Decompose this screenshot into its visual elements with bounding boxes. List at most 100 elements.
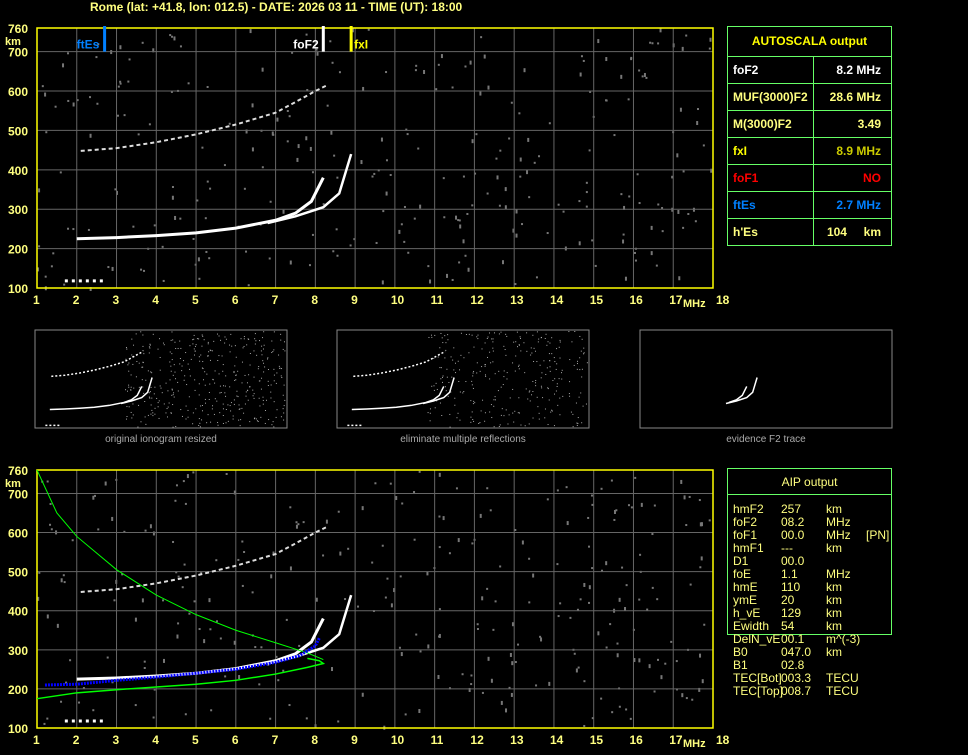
noise-dot — [202, 335, 204, 337]
noise-dot — [570, 411, 572, 413]
noise-dot — [62, 574, 65, 577]
noise-dot — [259, 380, 261, 382]
noise-dot — [493, 332, 495, 334]
noise-dot — [128, 58, 131, 61]
noise-dot — [539, 364, 541, 366]
noise-dot — [180, 409, 182, 411]
noise-dot — [404, 713, 407, 716]
noise-dot — [381, 544, 384, 547]
aip-cell: 257 — [781, 502, 802, 516]
noise-dot — [459, 369, 461, 371]
noise-dot — [220, 391, 222, 393]
noise-dot — [524, 372, 526, 374]
noise-dot — [528, 423, 530, 425]
noise-dot — [227, 404, 229, 406]
noise-dot — [552, 380, 554, 382]
noise-dot — [385, 159, 388, 162]
noise-dot — [557, 615, 560, 618]
noise-dot — [111, 266, 114, 271]
noise-dot — [128, 370, 130, 372]
noise-dot — [605, 57, 608, 62]
noise-dot — [438, 515, 441, 518]
noise-dot — [50, 528, 53, 531]
noise-dot — [671, 176, 674, 179]
noise-dot — [465, 334, 467, 336]
autoscala-value: NO — [863, 171, 881, 185]
noise-dot — [209, 628, 212, 631]
noise-dot — [525, 388, 527, 390]
noise-dot — [547, 388, 549, 390]
noise-dot — [171, 353, 173, 355]
thumbnail-trace — [422, 377, 455, 405]
noise-dot — [273, 374, 275, 376]
noise-dot — [229, 386, 231, 388]
noise-dot — [700, 522, 703, 527]
noise-dot — [288, 115, 291, 118]
noise-dot — [214, 370, 216, 372]
noise-dot — [517, 643, 520, 646]
noise-dot — [244, 374, 246, 376]
noise-dot — [275, 655, 278, 658]
noise-dot — [423, 69, 426, 74]
noise-dot — [170, 365, 172, 367]
noise-dot — [528, 601, 531, 604]
noise-dot — [439, 347, 441, 349]
noise-dot — [710, 168, 713, 173]
noise-dot — [281, 377, 283, 379]
noise-dot — [651, 586, 654, 589]
noise-dot — [170, 412, 172, 414]
noise-dot — [399, 575, 402, 578]
noise-dot — [536, 331, 538, 333]
noise-dot — [347, 547, 350, 550]
noise-dot — [448, 381, 450, 383]
noise-dot — [454, 404, 456, 406]
noise-dot — [558, 378, 560, 380]
noise-dot — [161, 245, 164, 248]
noise-dot — [546, 367, 548, 369]
noise-dot — [685, 34, 688, 37]
noise-dot — [264, 409, 266, 411]
noise-dot — [233, 372, 235, 374]
noise-dot — [531, 352, 533, 354]
noise-dot — [193, 600, 196, 603]
noise-dot — [484, 365, 486, 367]
noise-dot — [286, 109, 289, 112]
noise-dot — [426, 571, 429, 576]
noise-dot — [148, 352, 150, 354]
noise-dot — [436, 388, 438, 390]
noise-dot — [478, 422, 480, 424]
noise-dot — [297, 144, 300, 149]
noise-dot — [273, 401, 275, 403]
noise-dot — [335, 228, 338, 231]
noise-dot — [429, 279, 432, 284]
noise-dot — [330, 130, 333, 135]
x-tick-label: 7 — [272, 733, 279, 747]
noise-dot — [429, 412, 431, 414]
aip-cell: MHz — [826, 528, 851, 542]
noise-dot — [685, 697, 688, 700]
noise-dot — [207, 414, 209, 416]
noise-dot — [466, 212, 469, 215]
noise-dot — [433, 389, 435, 391]
noise-dot — [484, 342, 486, 344]
noise-dot — [541, 372, 543, 374]
aip-trace — [44, 637, 321, 687]
noise-dot — [217, 421, 219, 423]
noise-dot — [174, 499, 177, 502]
electron-density-profile-top — [36, 469, 324, 661]
noise-dot — [579, 335, 581, 337]
noise-dot — [136, 360, 138, 362]
noise-dot — [437, 356, 439, 358]
noise-dot — [196, 199, 199, 202]
noise-dot — [537, 341, 539, 343]
noise-dot — [708, 519, 711, 522]
noise-dot — [472, 387, 474, 389]
noise-dot — [554, 361, 556, 363]
noise-dot — [565, 486, 568, 489]
noise-dot — [585, 191, 588, 194]
noise-dot — [183, 563, 186, 566]
noise-dot — [453, 347, 455, 349]
noise-dot — [337, 720, 340, 723]
plot-frame — [36, 27, 714, 289]
noise-dot — [181, 415, 183, 417]
